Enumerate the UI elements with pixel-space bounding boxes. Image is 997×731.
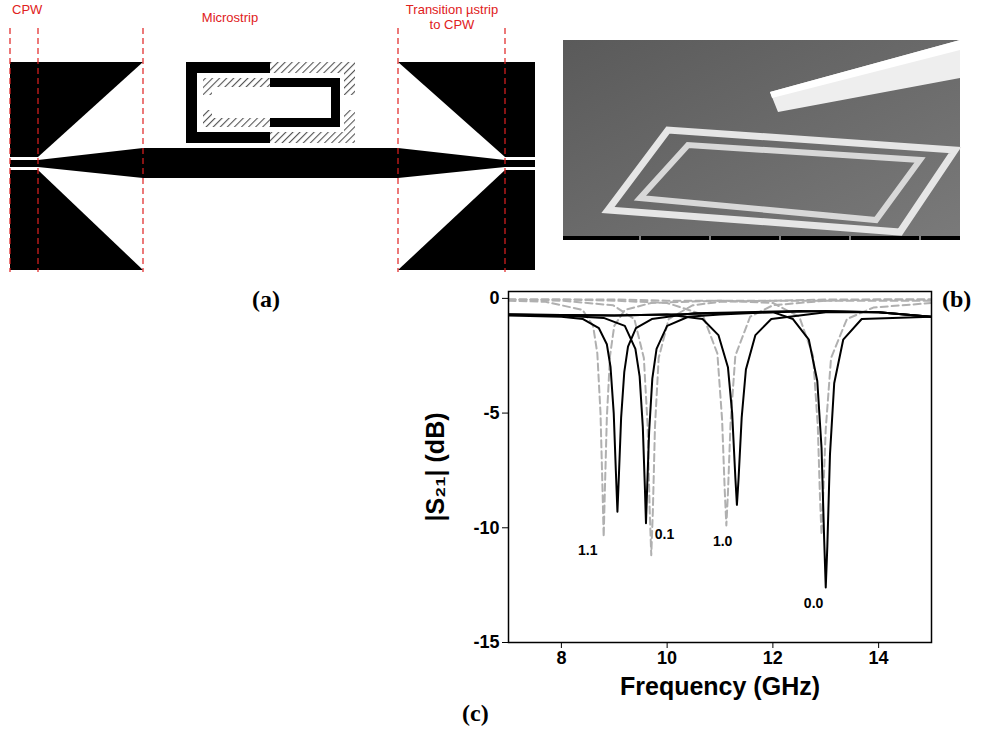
svg-text:12: 12 — [763, 648, 783, 668]
svg-text:-10: -10 — [473, 518, 499, 538]
svg-text:1.0: 1.0 — [713, 533, 733, 549]
svg-text:0: 0 — [489, 288, 499, 308]
svg-text:0.1: 0.1 — [655, 526, 675, 542]
html-text:(a): (a) — [252, 286, 280, 312]
svg-text:CPW: CPW — [12, 2, 43, 17]
html-text:(c): (c) — [462, 700, 489, 726]
svg-text:Transition µstripto CPW: Transition µstripto CPW — [406, 2, 498, 32]
html-text:(b): (b) — [942, 286, 972, 312]
svg-text:10: 10 — [657, 648, 677, 668]
svg-text:Microstrip: Microstrip — [202, 10, 258, 25]
svg-text:0.0: 0.0 — [804, 595, 824, 611]
svg-text:14: 14 — [869, 648, 889, 668]
svg-text:-5: -5 — [483, 403, 499, 423]
svg-text:|S₂₁| (dB): |S₂₁| (dB) — [421, 412, 449, 521]
svg-text:-15: -15 — [473, 632, 499, 652]
svg-text:Frequency (GHz): Frequency (GHz) — [620, 672, 820, 700]
svg-text:8: 8 — [556, 648, 566, 668]
svg-text:1.1: 1.1 — [578, 542, 598, 558]
